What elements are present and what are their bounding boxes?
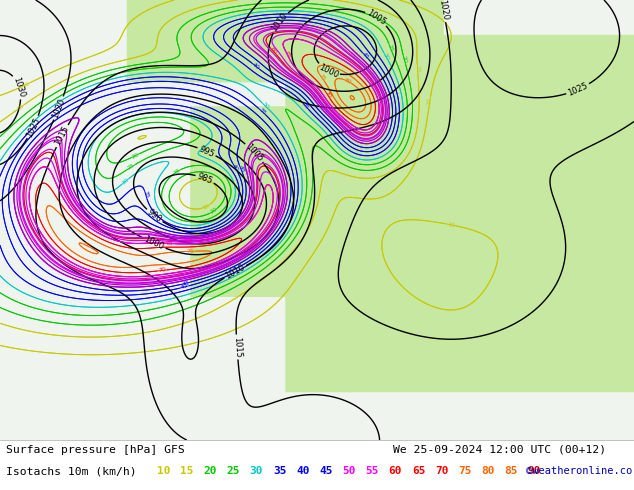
Text: 35: 35 [301,101,309,110]
Text: ©weatheronline.co.uk: ©weatheronline.co.uk [526,466,634,476]
Text: 90: 90 [527,466,541,476]
Text: 10: 10 [22,81,30,89]
Text: 80: 80 [343,77,352,85]
Text: 55: 55 [346,50,356,59]
Text: Isotachs 10m (km/h): Isotachs 10m (km/h) [6,466,151,476]
Text: 45: 45 [320,466,333,476]
Text: 15: 15 [16,103,25,112]
Text: 45: 45 [237,165,245,174]
Text: 20: 20 [401,55,408,64]
Text: 1030: 1030 [11,75,27,98]
Text: 65: 65 [283,50,292,59]
Text: 15: 15 [180,466,194,476]
Text: 995: 995 [198,144,216,159]
Text: 40: 40 [251,62,261,71]
Text: 65: 65 [166,241,174,246]
Text: 55: 55 [365,466,379,476]
Text: 45: 45 [361,51,370,60]
Text: 10: 10 [427,97,433,105]
Text: 40: 40 [296,466,309,476]
Text: 45: 45 [181,280,190,287]
Text: 30: 30 [121,177,130,186]
Text: 990: 990 [145,207,164,224]
Text: 10: 10 [447,221,456,228]
Text: 985: 985 [196,172,214,186]
Text: 60: 60 [389,466,402,476]
Text: 75: 75 [458,466,472,476]
Text: 60: 60 [177,272,185,278]
Text: 20: 20 [131,152,139,160]
Text: 40: 40 [231,163,239,172]
Text: 80: 80 [82,242,92,249]
Text: 35: 35 [273,466,287,476]
Text: 20: 20 [204,466,217,476]
Text: 35: 35 [257,107,267,116]
Text: Surface pressure [hPa] GFS: Surface pressure [hPa] GFS [6,445,185,455]
Text: 1025: 1025 [567,81,590,98]
Text: 65: 65 [412,466,425,476]
Text: 70: 70 [435,466,448,476]
Text: 1015: 1015 [232,336,242,358]
Text: 1005: 1005 [365,8,388,27]
Text: 25: 25 [172,168,181,176]
Text: 70: 70 [158,268,166,273]
Text: 15: 15 [415,65,420,73]
Text: 75: 75 [186,248,195,254]
Text: 1025: 1025 [25,116,42,139]
Text: 35: 35 [142,190,149,199]
Text: 85: 85 [505,466,518,476]
Text: 55: 55 [153,232,162,238]
Text: 30: 30 [250,466,263,476]
Text: 25: 25 [387,43,394,52]
Text: 1010: 1010 [269,11,290,33]
Text: 50: 50 [328,116,337,125]
Text: 1000: 1000 [318,62,340,79]
Text: 1015: 1015 [53,124,71,147]
Text: 40: 40 [180,284,189,291]
Text: 1000: 1000 [143,235,165,252]
Text: 1010: 1010 [224,263,247,281]
Text: 50: 50 [342,466,356,476]
Text: 25: 25 [127,163,136,171]
Text: 20: 20 [209,207,218,215]
Text: 10: 10 [157,466,171,476]
Text: 60: 60 [269,47,278,56]
Text: We 25-09-2024 12:00 UTC (00+12): We 25-09-2024 12:00 UTC (00+12) [393,445,606,455]
Text: 30: 30 [382,52,390,61]
Text: 1005: 1005 [244,142,265,163]
Text: 25: 25 [227,466,240,476]
Text: 30: 30 [261,101,270,111]
Text: 50: 50 [243,168,250,176]
Text: 80: 80 [481,466,495,476]
Text: 1020: 1020 [51,97,67,120]
Text: 1020: 1020 [437,0,450,21]
Text: 75: 75 [318,73,326,82]
Text: 70: 70 [323,90,332,99]
Text: 15: 15 [202,202,211,210]
